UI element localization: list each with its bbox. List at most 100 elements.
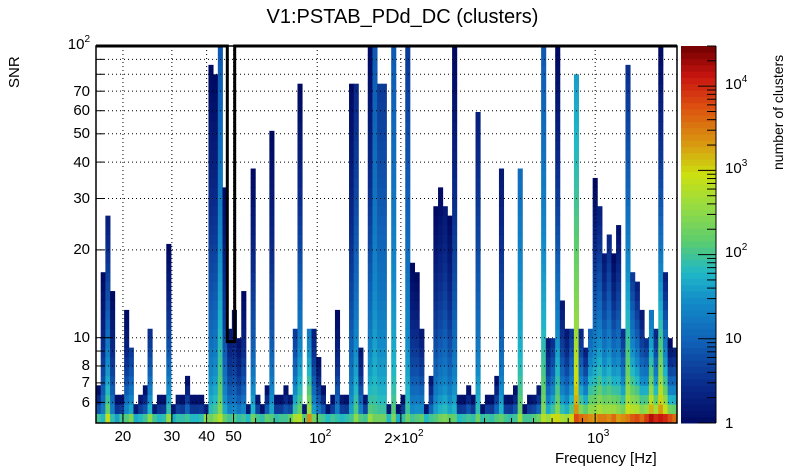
heatmap-cell [447, 225, 453, 235]
heatmap-cell [625, 385, 631, 396]
heatmap-cell [433, 206, 439, 217]
heatmap-cell [334, 309, 341, 320]
heatmap-cell [269, 309, 275, 320]
heatmap-cell [110, 309, 116, 320]
x-tick-label: 2×102 [384, 428, 424, 447]
heatmap-cell [353, 347, 359, 358]
heatmap-cell [227, 413, 233, 424]
heatmap-cell [180, 394, 186, 405]
heatmap-cell [367, 366, 373, 377]
heatmap-cell [611, 272, 617, 283]
heatmap-cell [297, 93, 303, 103]
colorbar-segment [681, 410, 716, 418]
heatmap-cell [433, 281, 439, 292]
heatmap-cell [611, 375, 617, 386]
heatmap-cell [349, 319, 355, 330]
heatmap-cell [625, 243, 631, 254]
colorbar-segment [681, 416, 716, 424]
heatmap-cell [658, 262, 664, 273]
heatmap-cell [213, 102, 219, 113]
heatmap-cell [616, 366, 622, 377]
heatmap-cell [606, 309, 612, 320]
heatmap-cell [100, 375, 106, 386]
heatmap-cell [245, 404, 252, 414]
heatmap-cell [438, 215, 444, 226]
heatmap-cell [353, 319, 359, 330]
heatmap-cell [569, 357, 575, 367]
heatmap-cell [475, 338, 481, 349]
heatmap-cell [569, 338, 575, 349]
heatmap-cell [349, 385, 355, 396]
heatmap-cell [442, 394, 448, 405]
heatmap-cell [452, 149, 458, 160]
heatmap-cell [124, 385, 130, 396]
heatmap-cell [269, 262, 275, 273]
heatmap-cell [583, 357, 589, 367]
heatmap-cell [578, 413, 584, 424]
heatmap-cell [498, 168, 505, 179]
heatmap-cell [573, 149, 580, 160]
heatmap-cell [217, 93, 223, 103]
heatmap-cell [377, 243, 383, 254]
heatmap-cell [555, 177, 561, 188]
heatmap-cell [545, 404, 551, 414]
heatmap-cell [555, 46, 561, 56]
heatmap-cell [349, 338, 355, 349]
heatmap-cell [147, 357, 153, 367]
heatmap-cell [498, 300, 505, 311]
heatmap-cell [170, 404, 177, 414]
heatmap-cell [264, 404, 270, 414]
heatmap-cell [517, 168, 523, 179]
colorbar-segment [681, 203, 716, 210]
heatmap-cell [405, 291, 411, 301]
heatmap-cell [489, 413, 495, 424]
heatmap-cell [231, 357, 237, 367]
heatmap-cell [452, 366, 458, 377]
heatmap-cell [578, 375, 584, 386]
heatmap-cell [564, 347, 570, 358]
heatmap-cell [541, 300, 547, 311]
heatmap-cell [634, 300, 640, 311]
heatmap-cell [592, 338, 598, 349]
heatmap-cell [452, 253, 458, 264]
heatmap-cell [625, 206, 631, 217]
heatmap-cell [611, 328, 617, 339]
heatmap-cell [438, 385, 444, 396]
colorbar-segment [681, 385, 716, 393]
heatmap-cell [564, 385, 570, 396]
heatmap-cell [367, 338, 373, 349]
heatmap-cell [409, 338, 416, 349]
heatmap-cell [662, 338, 669, 349]
colorbar-segment [681, 309, 716, 317]
colorbar-segment [681, 259, 716, 267]
heatmap-cell [297, 177, 303, 188]
heatmap-cell [100, 338, 106, 349]
heatmap-cell [213, 83, 219, 94]
heatmap-cell [555, 159, 561, 169]
heatmap-cell [630, 338, 636, 349]
heatmap-cell [550, 404, 556, 414]
heatmap-cell [597, 225, 603, 235]
heatmap-cell [555, 385, 561, 396]
heatmap-cell [611, 404, 617, 414]
heatmap-cell [377, 225, 383, 235]
heatmap-cell [231, 375, 237, 386]
heatmap-cell [349, 291, 355, 301]
heatmap-cell [452, 46, 458, 56]
heatmap-cell [110, 328, 116, 339]
heatmap-cell [241, 404, 247, 414]
heatmap-cell [564, 357, 570, 367]
heatmap-cell [625, 234, 631, 245]
heatmap-cell [658, 300, 664, 311]
heatmap-cell [208, 64, 214, 75]
heatmap-cell [555, 111, 561, 122]
heatmap-cell [377, 177, 383, 188]
y-tick-label: 10 [73, 329, 90, 347]
heatmap-cell [447, 243, 453, 254]
heatmap-cell [452, 55, 458, 66]
heatmap-cell [517, 404, 523, 414]
heatmap-cell [339, 394, 345, 405]
heatmap-cell [639, 375, 645, 386]
heatmap-cell [541, 102, 547, 113]
heatmap-cell [517, 385, 523, 396]
